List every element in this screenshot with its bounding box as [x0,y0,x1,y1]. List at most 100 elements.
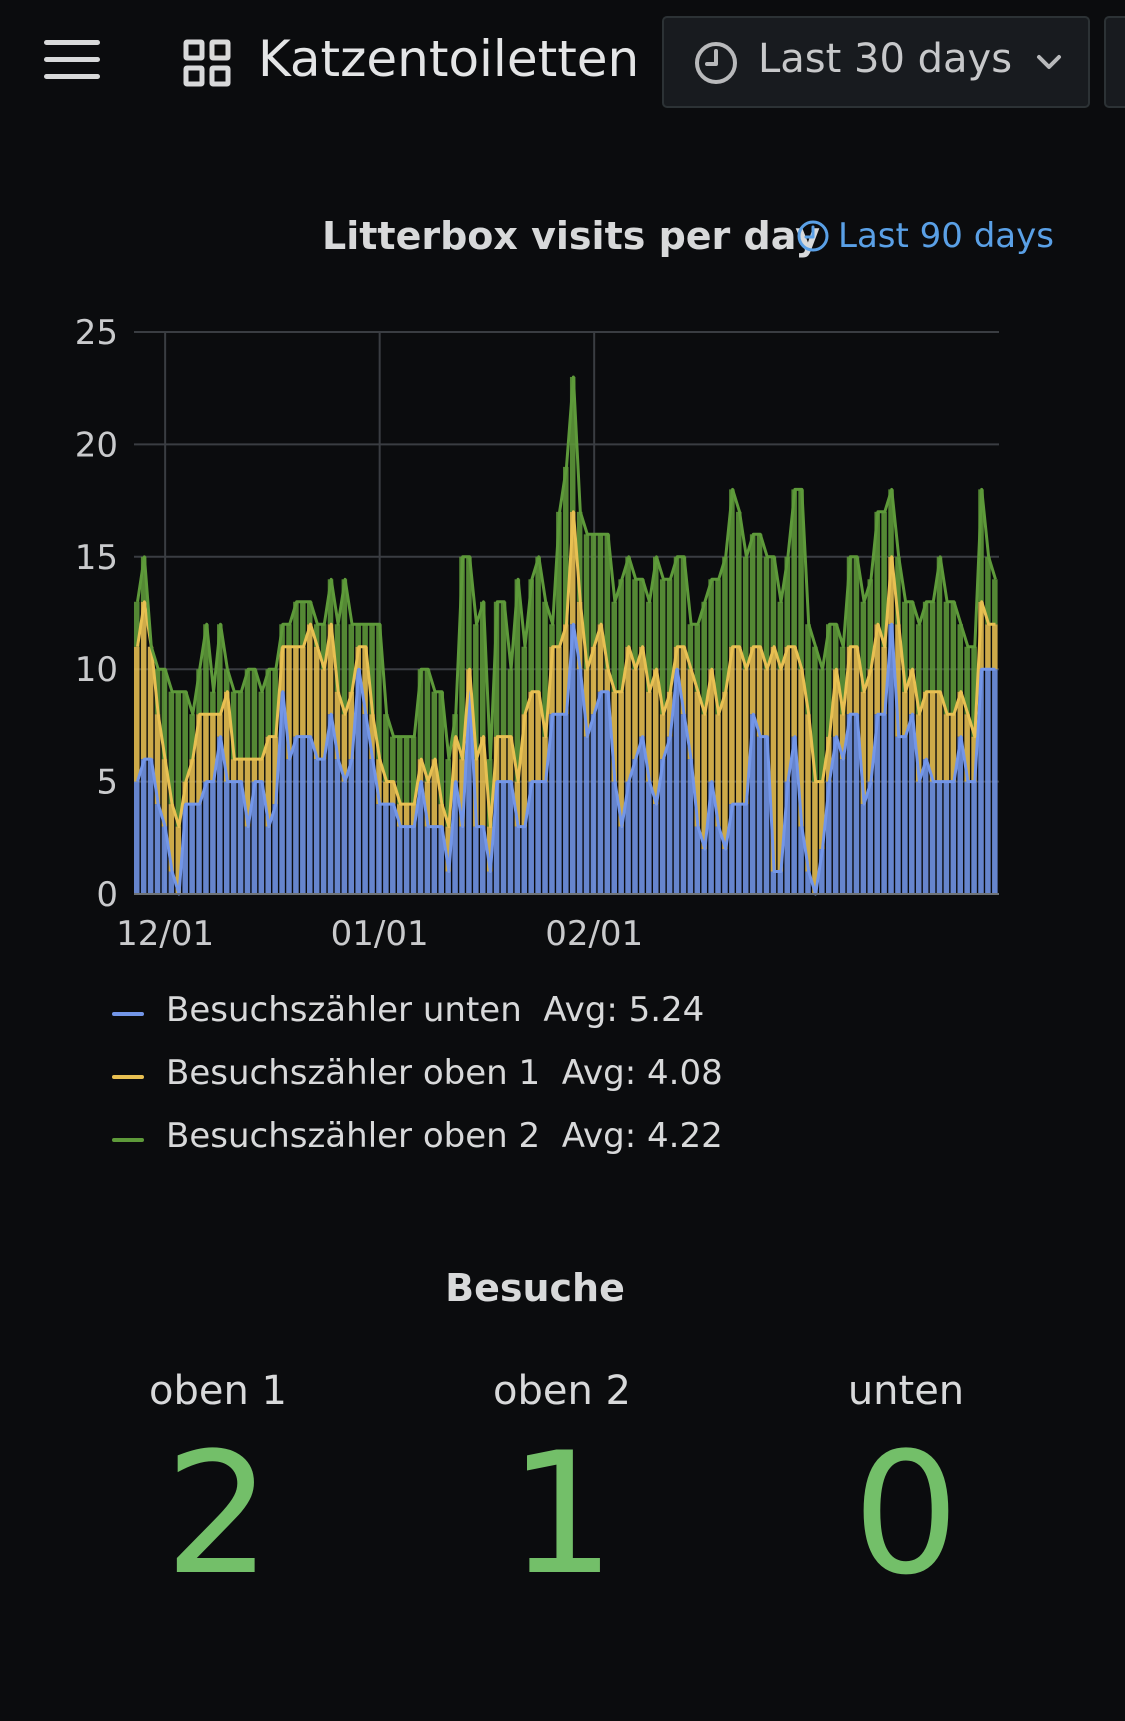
bar [736,646,742,805]
bar [258,781,265,894]
bar [583,534,590,670]
bar [556,646,562,715]
stat-panel-title[interactable]: Besuche [445,1266,625,1310]
bar [445,826,451,872]
bar [604,534,611,670]
bar [341,714,348,782]
bar [659,579,666,715]
bar [673,669,680,894]
bar [535,556,541,692]
bar [812,781,818,894]
bar [396,826,403,894]
bar [618,579,624,692]
bar [168,804,175,872]
bar [708,669,714,782]
bar [791,646,797,737]
bar [819,849,825,894]
bar [832,736,839,894]
bar [410,804,417,827]
bar [514,579,521,782]
dashboard-title[interactable]: Katzentoiletten [258,30,640,88]
bar [203,781,209,894]
bar [805,871,811,894]
bar [590,714,597,894]
bar [729,804,735,894]
bar [244,759,251,827]
bar [978,489,984,602]
bar [203,714,209,782]
bar [922,691,929,760]
bar [826,781,832,894]
panel-title[interactable]: Litterbox visits per day [322,214,820,258]
bar [915,714,922,782]
y-tick-label: 15 [75,538,118,578]
bar [576,601,583,670]
x-tick-label: 02/01 [545,914,643,954]
bar [307,624,313,737]
bar [493,601,500,737]
bar [708,579,714,670]
bar [611,781,617,894]
bar [535,781,541,894]
bar [736,804,742,894]
bar [140,556,147,602]
toolbar-button-partial[interactable] [1104,16,1125,108]
bar [272,669,278,737]
bar [632,759,638,894]
bar [909,669,915,715]
bar [673,556,680,647]
bar [722,691,728,850]
bar [666,736,673,894]
bar [230,691,237,760]
bar [846,646,853,715]
bar [466,691,472,894]
bar [424,826,431,894]
bar [653,804,659,894]
bar [140,601,147,760]
bar [438,804,444,827]
bar [749,534,756,647]
stat-unten: unten 0 [756,1368,1056,1598]
stat-value: 2 [164,1416,272,1612]
visits-chart[interactable]: 0 5 10 15 20 25 12/01 01/01 02/01 [0,300,1125,960]
bar [881,714,887,894]
time-range-picker[interactable]: Last 30 days [662,16,1090,108]
bar [507,736,514,782]
bar [985,624,991,670]
bar [839,714,846,760]
bar [500,736,507,782]
bar [480,601,486,737]
bar [694,826,701,894]
bar [860,601,867,692]
y-tick-label: 25 [75,313,118,353]
bar [763,556,770,670]
bar [895,556,901,625]
clock-icon [797,220,829,252]
bar [943,714,950,782]
bar [888,489,894,557]
bar [659,714,666,760]
bar [950,714,957,782]
panel-time-override: Last 90 days [796,216,1054,256]
bar [362,624,368,647]
menu-icon[interactable] [40,36,106,86]
bar [653,556,659,670]
bar [839,759,846,894]
bar [590,646,597,715]
bar [390,736,396,782]
bar [459,759,465,827]
bar [722,556,728,692]
bar [563,466,569,625]
series-line [136,510,996,829]
bar [140,759,147,894]
bar [217,736,223,894]
bar [569,624,576,894]
bar [701,714,707,850]
bar [625,556,631,647]
bar [722,849,728,894]
bar [480,826,486,894]
bar [618,691,624,827]
bar [888,556,894,625]
bar [964,714,970,782]
bar [286,646,292,760]
